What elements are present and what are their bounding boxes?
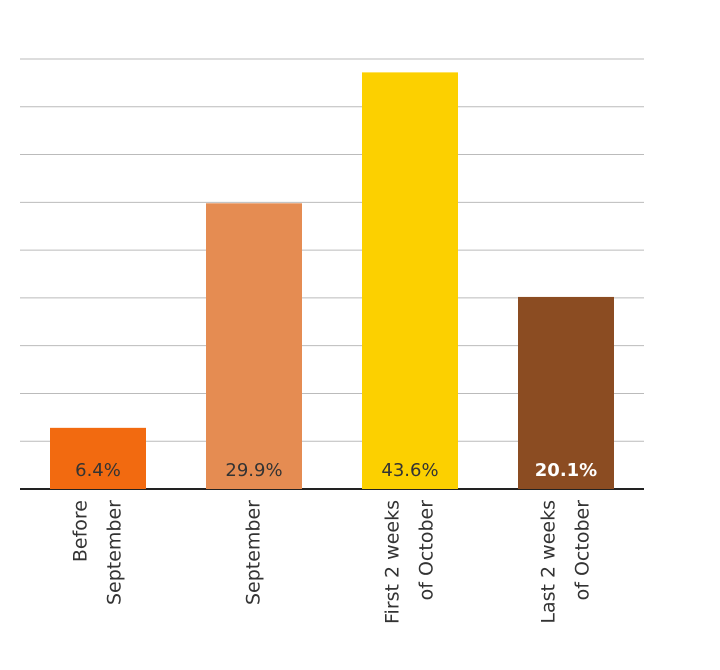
x-tick-label: September: [243, 500, 265, 605]
value-label: 20.1%: [535, 460, 597, 481]
x-tick-label: of October: [416, 500, 438, 601]
x-tick-label: Before: [70, 500, 92, 562]
x-tick-label: Last 2 weeks: [538, 500, 560, 624]
value-label: 43.6%: [381, 460, 438, 481]
value-label: 29.9%: [225, 460, 282, 481]
bar: [206, 203, 302, 490]
x-tick-label: September: [104, 500, 126, 605]
bar: [362, 72, 458, 489]
x-tick-label: First 2 weeks: [382, 500, 404, 624]
x-tick-label: of October: [572, 500, 594, 601]
value-label: 6.4%: [75, 460, 121, 481]
bar: [518, 296, 614, 489]
bar: [50, 427, 146, 489]
